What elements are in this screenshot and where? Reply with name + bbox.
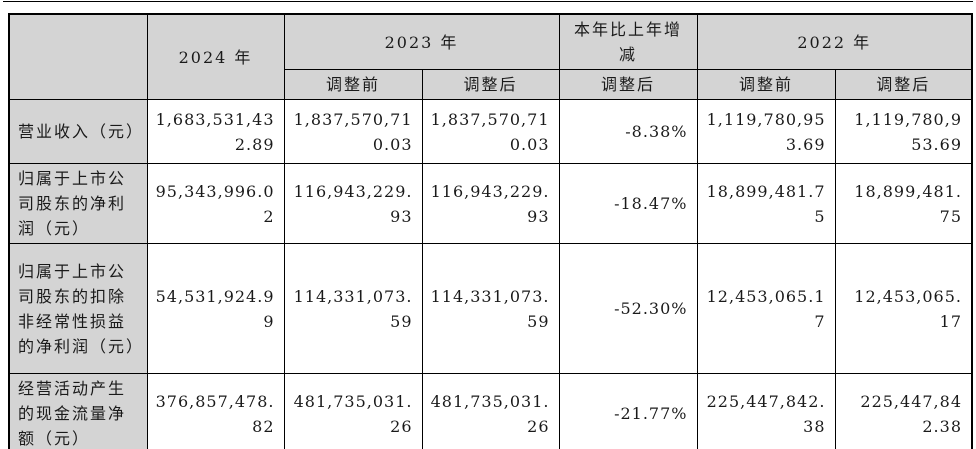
row-label: 归属于上市公司股东的净利润（元）	[8, 163, 148, 244]
value-2022-adjusted-before: 12,453,065.17	[696, 243, 836, 374]
table-row: 经营活动产生的现金流量净额（元） 376,857,478.82 481,735,…	[8, 373, 973, 449]
yoy-adjusted-after: -21.77%	[558, 373, 698, 449]
value-2023-adjusted-before: 114,331,073.59	[283, 243, 423, 374]
value-2023-adjusted-after: 1,837,570,710.03	[421, 99, 560, 164]
table-row: 归属于上市公司股东的扣除非经常性损益的净利润（元） 54,531,924.99 …	[8, 243, 973, 374]
financial-summary-table: 2024 年 2023 年 本年比上年增减 2022 年 调整前 调整后 调整后…	[8, 13, 973, 449]
row-label: 归属于上市公司股东的扣除非经常性损益的净利润（元）	[8, 243, 148, 374]
value-2024: 376,857,478.82	[146, 373, 285, 449]
value-2024: 1,683,531,432.89	[146, 99, 285, 164]
table-row: 归属于上市公司股东的净利润（元） 95,343,996.02 116,943,2…	[8, 163, 973, 244]
yoy-adjusted-after: -18.47%	[558, 163, 698, 244]
table-row: 营业收入（元） 1,683,531,432.89 1,837,570,710.0…	[8, 99, 973, 164]
subheader-2022-adjusted-before: 调整前	[696, 69, 836, 100]
col-header-2022: 2022 年	[696, 13, 973, 70]
col-header-yoy: 本年比上年增减	[558, 13, 698, 70]
subheader-yoy-adjusted-after: 调整后	[558, 69, 698, 100]
header-row-adjustments: 调整前 调整后 调整后 调整前 调整后	[9, 69, 973, 100]
header-row-years: 2024 年 2023 年 本年比上年增减 2022 年	[8, 13, 973, 100]
row-label: 营业收入（元）	[8, 99, 148, 164]
value-2022-adjusted-before: 18,899,481.75	[696, 163, 836, 244]
value-2023-adjusted-before: 1,837,570,710.03	[283, 99, 423, 164]
subheader-2023-adjusted-after: 调整后	[421, 69, 560, 100]
value-2023-adjusted-after: 114,331,073.59	[421, 243, 560, 374]
row-label: 经营活动产生的现金流量净额（元）	[8, 373, 148, 449]
value-2022-adjusted-after: 225,447,842.38	[834, 373, 973, 449]
subheader-2022-adjusted-after: 调整后	[834, 69, 973, 100]
corner-blank-cell	[8, 13, 148, 100]
yoy-adjusted-after: -52.30%	[558, 243, 698, 374]
value-2022-adjusted-after: 18,899,481.75	[834, 163, 973, 244]
yoy-adjusted-after: -8.38%	[558, 99, 698, 164]
col-header-2024: 2024 年	[146, 13, 285, 100]
subheader-2023-adjusted-before: 调整前	[283, 69, 423, 100]
value-2022-adjusted-before: 225,447,842.38	[696, 373, 836, 449]
value-2024: 54,531,924.99	[146, 243, 285, 374]
value-2022-adjusted-before: 1,119,780,953.69	[696, 99, 836, 164]
col-header-2023: 2023 年	[283, 13, 560, 70]
value-2023-adjusted-before: 481,735,031.26	[283, 373, 423, 449]
value-2024: 95,343,996.02	[146, 163, 285, 244]
value-2023-adjusted-after: 116,943,229.93	[421, 163, 560, 244]
value-2022-adjusted-after: 1,119,780,953.69	[834, 99, 973, 164]
value-2022-adjusted-after: 12,453,065.17	[834, 243, 973, 374]
value-2023-adjusted-after: 481,735,031.26	[421, 373, 560, 449]
cropped-top-rule	[3, 1, 973, 2]
value-2023-adjusted-before: 116,943,229.93	[283, 163, 423, 244]
